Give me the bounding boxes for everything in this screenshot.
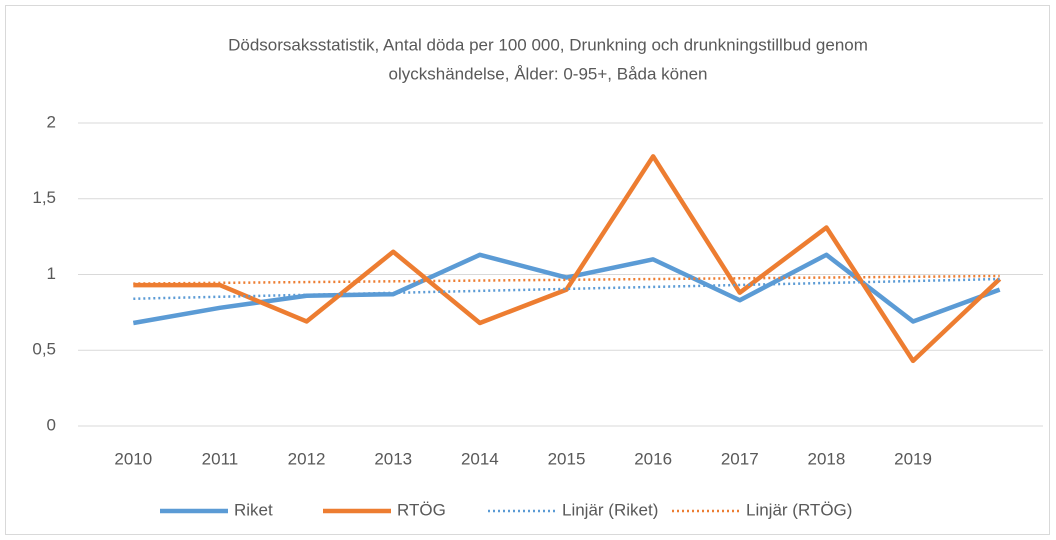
x-tick-label: 2017 bbox=[721, 449, 759, 468]
x-tick-label: 2012 bbox=[288, 449, 326, 468]
legend-label: Linjär (RTÖG) bbox=[746, 500, 852, 519]
x-tick-label: 2011 bbox=[202, 449, 239, 468]
x-tick-label: 2010 bbox=[114, 449, 152, 468]
x-tick-label: 2014 bbox=[461, 449, 499, 468]
x-tick-label: 2016 bbox=[634, 449, 672, 468]
x-tick-label: 2015 bbox=[548, 449, 586, 468]
legend-label: Linjär (Riket) bbox=[562, 500, 658, 519]
y-tick-label: 2 bbox=[47, 112, 56, 131]
x-tick-label: 2019 bbox=[894, 449, 932, 468]
y-tick-label: 1,5 bbox=[32, 188, 56, 207]
x-tick-label: 2018 bbox=[807, 449, 845, 468]
chart-border bbox=[5, 5, 1050, 535]
y-tick-label: 1 bbox=[47, 264, 56, 283]
legend-label: RTÖG bbox=[397, 500, 446, 519]
series-line bbox=[133, 154, 1002, 364]
legend-label: Riket bbox=[234, 500, 273, 519]
trend-line bbox=[133, 274, 1000, 285]
y-tick-label: 0 bbox=[47, 415, 56, 434]
x-tick-label: 2013 bbox=[374, 449, 412, 468]
y-tick-label: 0,5 bbox=[32, 340, 56, 359]
chart-title: Dödsorsaksstatistik, Antal döda per 100 … bbox=[228, 35, 868, 54]
chart-title: olyckshändelse, Ålder: 0-95+, Båda könen bbox=[389, 64, 708, 83]
